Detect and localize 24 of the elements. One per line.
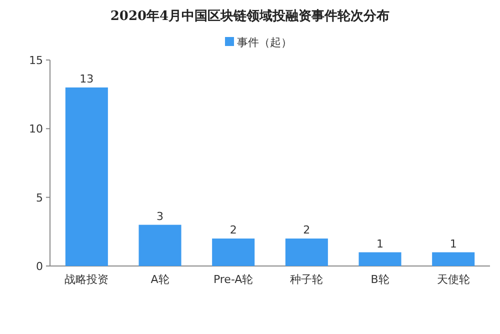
bar [285,238,328,266]
x-tick-label: 战略投资 [64,273,109,286]
data-label: 2 [230,224,237,237]
y-tick-label: 5 [36,191,43,204]
bar [138,224,182,266]
x-tick-label: B轮 [370,273,390,286]
x-tick-label: 天使轮 [436,273,470,286]
bar [212,238,255,266]
data-label: 1 [450,237,457,250]
bar [65,87,108,266]
chart-title: 2020年4月中国区块链领域投融资事件轮次分布 [110,9,390,24]
legend-label: 事件（起） [237,36,292,49]
y-tick-label: 10 [29,122,43,136]
x-tick-label: Pre-A轮 [213,273,254,286]
bar [432,252,475,266]
y-tick-label: 15 [29,54,43,67]
y-tick-label: 0 [36,260,43,273]
bar [358,252,402,266]
data-label: 1 [376,237,384,250]
data-label: 3 [156,210,164,223]
data-label: 2 [303,224,310,237]
x-tick-label: 种子轮 [290,273,324,286]
x-tick-label: A轮 [150,273,170,286]
data-label: 13 [80,72,94,86]
